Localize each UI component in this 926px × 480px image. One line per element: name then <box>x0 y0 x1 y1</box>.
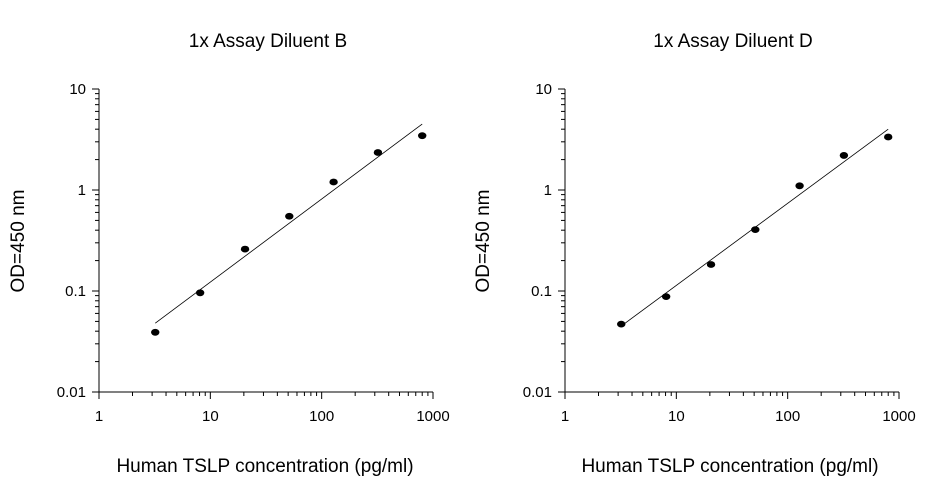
x-tick-label: 1 <box>561 408 569 425</box>
y-tick-label: 1 <box>544 182 552 199</box>
chart-diluent-d: 1x Assay Diluent D Human TSLP concentrat… <box>473 31 916 477</box>
x-tick-label: 1 <box>95 408 103 425</box>
y-tick-label: 0.1 <box>531 283 552 300</box>
plot-area: 10 1 0.1 0.01 1 10 100 1000 <box>523 81 916 425</box>
x-tick-label: 10 <box>202 408 219 425</box>
data-point <box>329 178 338 186</box>
y-tick-label: 0.01 <box>57 384 86 401</box>
data-point <box>661 293 671 301</box>
fit-line <box>155 123 423 324</box>
y-tick-label: 0.01 <box>523 384 552 401</box>
y-axis-label: OD=450 nm <box>473 190 494 293</box>
data-point <box>151 328 160 336</box>
data-point <box>839 152 849 159</box>
chart-title: 1x Assay Diluent D <box>653 31 812 52</box>
x-tick-label: 100 <box>775 408 800 425</box>
x-tick-label: 1000 <box>882 408 915 425</box>
data-point <box>751 226 760 234</box>
x-tick-label: 10 <box>668 408 685 425</box>
y-tick-label: 1 <box>78 182 86 199</box>
chart-title: 1x Assay Diluent B <box>189 31 347 52</box>
data-point <box>884 133 893 141</box>
plot-area: 10 1 0.1 0.01 1 10 100 1000 <box>57 81 450 425</box>
x-axis-label: Human TSLP concentration (pg/ml) <box>116 456 413 477</box>
data-point <box>373 149 383 156</box>
data-point <box>285 212 294 220</box>
y-axis-label: OD=450 nm <box>8 190 29 293</box>
data-point <box>195 289 205 297</box>
y-tick-label: 10 <box>69 81 86 98</box>
data-point <box>795 182 804 190</box>
data-point <box>617 320 626 328</box>
x-tick-label: 100 <box>309 408 334 425</box>
data-point <box>706 261 716 268</box>
data-point <box>240 245 250 253</box>
chart-diluent-b: 1x Assay Diluent B Human TSLP concentrat… <box>8 31 450 477</box>
x-tick-label: 1000 <box>416 408 449 425</box>
x-axis-label: Human TSLP concentration (pg/ml) <box>581 456 878 477</box>
y-tick-label: 10 <box>535 81 552 98</box>
data-point <box>418 132 427 140</box>
y-tick-label: 0.1 <box>65 283 86 300</box>
